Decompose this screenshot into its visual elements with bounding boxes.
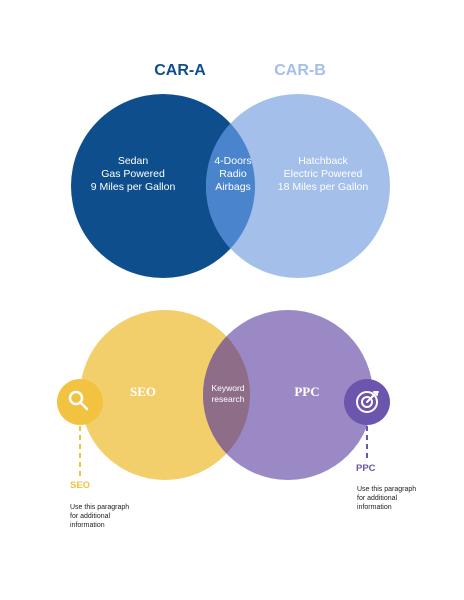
car-overlap-item: Airbags (215, 181, 251, 193)
car-b-item: 18 Miles per Gallon (277, 181, 369, 193)
car-b-circle (206, 94, 390, 278)
paragraph-line: Use this paragraph (357, 486, 417, 493)
car-overlap-item: 4-Doors (214, 155, 252, 167)
seo-callout-title: SEO (70, 480, 91, 491)
car-a-item: Sedan (117, 155, 149, 167)
car-b-only-text: Hatchback Electric Powered 18 Miles per … (268, 155, 378, 194)
paragraph-line: for additional (357, 495, 398, 502)
ppc-callout-paragraph: Use this paragraph for additional inform… (357, 485, 429, 512)
car-b-title: CAR-B (274, 62, 326, 79)
car-overlap-text: 4-Doors Radio Airbags (198, 155, 268, 194)
paragraph-line: Use this paragraph (70, 504, 130, 511)
ppc-circle (203, 310, 373, 480)
paragraph-line: information (357, 504, 392, 511)
keyword-overlap-label: Keyword research (196, 383, 260, 405)
ppc-callout-title: PPC (356, 463, 376, 474)
car-overlap-item: Radio (219, 168, 247, 180)
car-a-title: CAR-A (154, 62, 206, 79)
ppc-circle-label: PPC (294, 384, 320, 399)
seo-callout-paragraph: Use this paragraph for additional inform… (70, 503, 142, 530)
paragraph-line: for additional (70, 513, 111, 520)
car-b-item: Hatchback (298, 155, 348, 167)
car-a-circle (71, 94, 255, 278)
magnifier-icon (68, 390, 89, 411)
car-a-item: 9 Miles per Gallon (90, 181, 176, 193)
target-icon (356, 391, 379, 413)
paragraph-line: information (70, 522, 105, 529)
seo-circle (80, 310, 250, 480)
seo-circle-label: SEO (129, 384, 156, 399)
car-a-item: Gas Powered (101, 168, 165, 180)
car-b-item: Electric Powered (283, 168, 363, 180)
overlap-line: research (211, 394, 245, 404)
overlap-line: Keyword (211, 383, 245, 393)
car-a-only-text: Sedan Gas Powered 9 Miles per Gallon (78, 155, 188, 194)
